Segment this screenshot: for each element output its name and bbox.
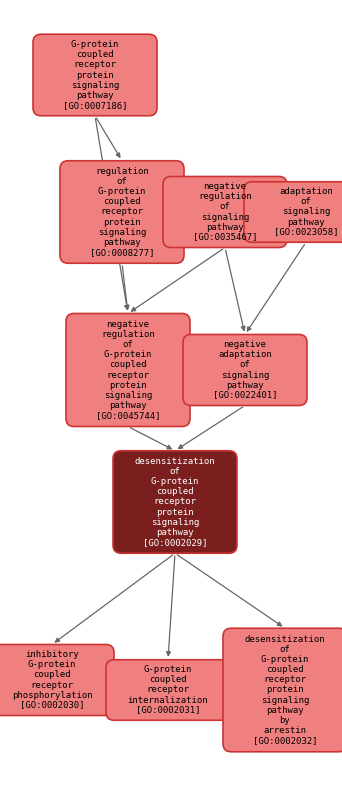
FancyBboxPatch shape <box>223 628 342 751</box>
FancyBboxPatch shape <box>163 176 287 248</box>
Text: desensitization
of
G-protein
coupled
receptor
protein
signaling
pathway
[GO:0002: desensitization of G-protein coupled rec… <box>135 457 215 547</box>
FancyBboxPatch shape <box>106 660 230 721</box>
Text: regulation
of
G-protein
coupled
receptor
protein
signaling
pathway
[GO:0008277]: regulation of G-protein coupled receptor… <box>90 168 154 257</box>
FancyBboxPatch shape <box>66 313 190 426</box>
FancyBboxPatch shape <box>244 182 342 242</box>
Text: negative
regulation
of
G-protein
coupled
receptor
protein
signaling
pathway
[GO:: negative regulation of G-protein coupled… <box>96 320 160 420</box>
Text: negative
regulation
of
signaling
pathway
[GO:0035467]: negative regulation of signaling pathway… <box>193 183 257 241</box>
FancyBboxPatch shape <box>0 645 114 716</box>
Text: negative
adaptation
of
signaling
pathway
[GO:0022401]: negative adaptation of signaling pathway… <box>213 340 277 399</box>
Text: adaptation
of
signaling
pathway
[GO:0023058]: adaptation of signaling pathway [GO:0023… <box>274 187 338 237</box>
FancyBboxPatch shape <box>113 451 237 553</box>
Text: G-protein
coupled
receptor
protein
signaling
pathway
[GO:0007186]: G-protein coupled receptor protein signa… <box>63 40 127 110</box>
FancyBboxPatch shape <box>183 335 307 406</box>
Text: G-protein
coupled
receptor
internalization
[GO:0002031]: G-protein coupled receptor internalizati… <box>128 665 208 714</box>
FancyBboxPatch shape <box>60 161 184 263</box>
Text: inhibitory
G-protein
coupled
receptor
phosphorylation
[GO:0002030]: inhibitory G-protein coupled receptor ph… <box>12 650 92 710</box>
FancyBboxPatch shape <box>33 34 157 115</box>
Text: desensitization
of
G-protein
coupled
receptor
protein
signaling
pathway
by
arres: desensitization of G-protein coupled rec… <box>245 635 325 745</box>
